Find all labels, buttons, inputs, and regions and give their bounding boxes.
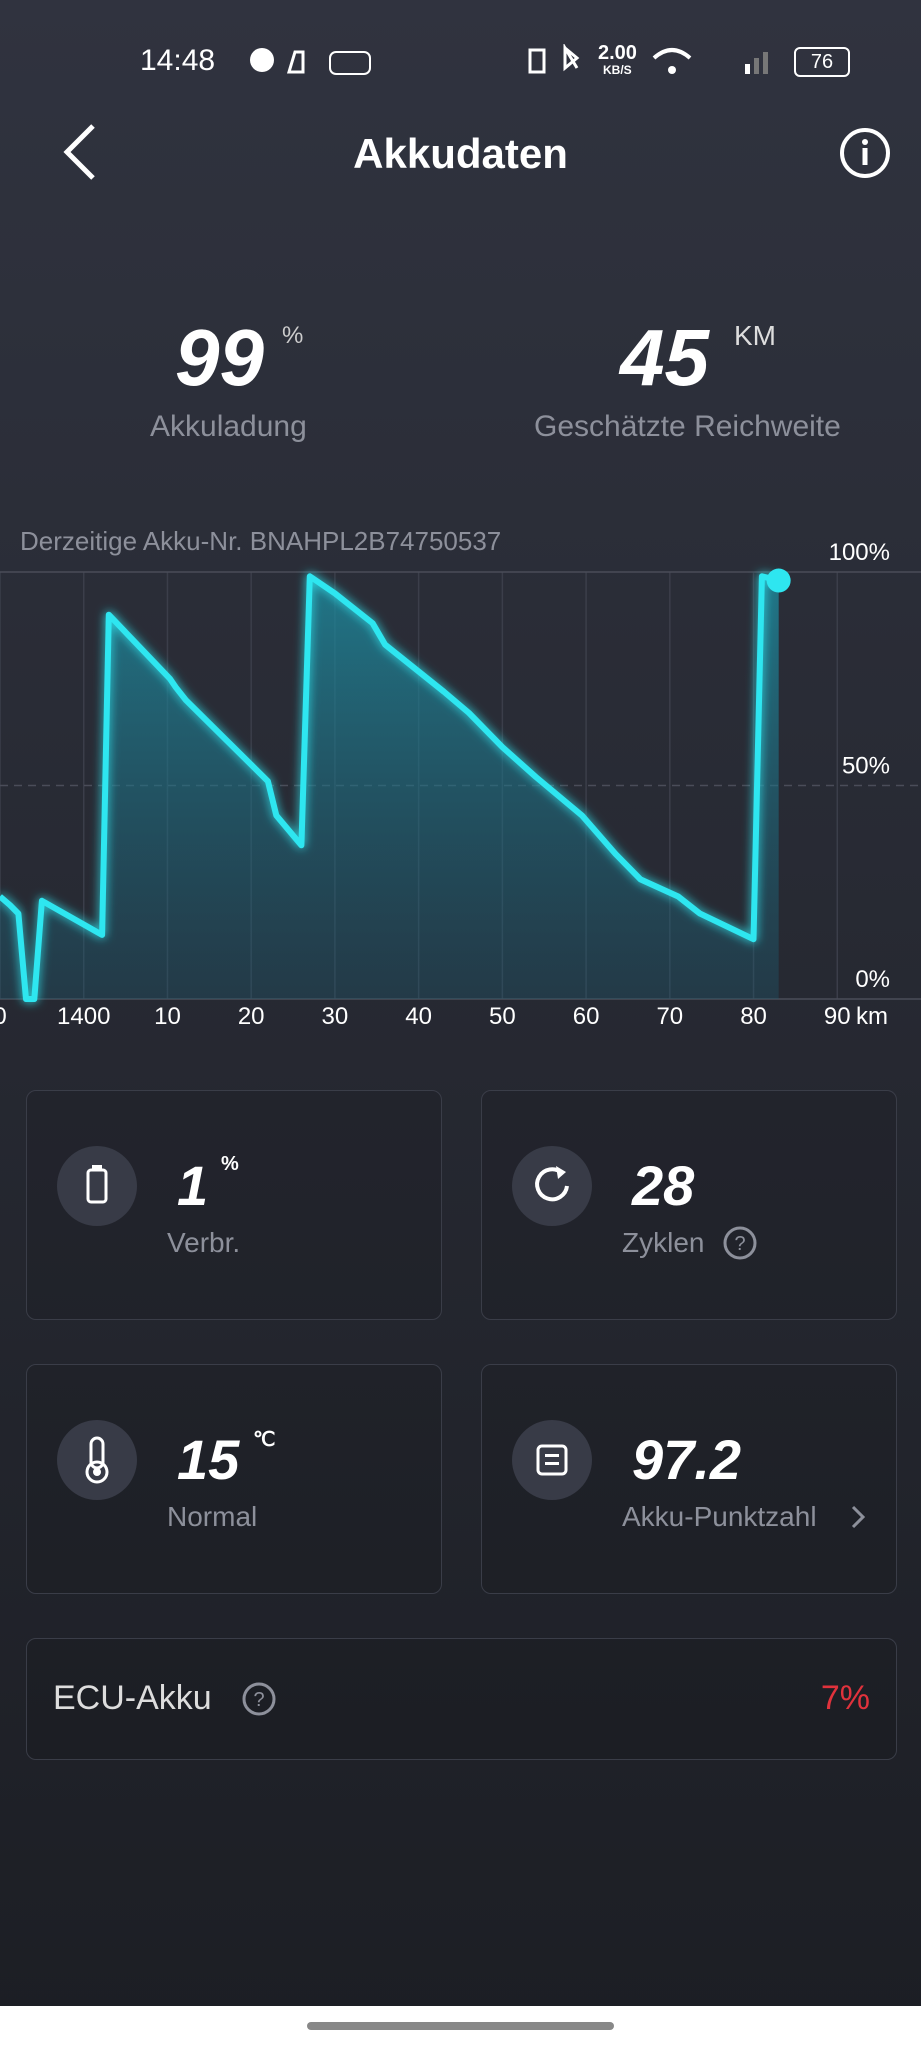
net-speed-unit: KB/S	[603, 63, 632, 77]
ecu-value: 7%	[820, 1679, 870, 1717]
end-point	[766, 568, 791, 593]
y-tick-label: 100%	[829, 539, 890, 566]
x-tick-label: 40	[405, 1003, 432, 1030]
x-tick-label: 0	[0, 1003, 7, 1030]
tile-unit: %	[221, 1153, 239, 1175]
tile-label: Normal	[167, 1501, 258, 1532]
x-tick-label: 1400	[57, 1003, 110, 1030]
charge-value: 99	[175, 313, 264, 402]
x-tick-label: 70	[656, 1003, 683, 1030]
help-icon[interactable]: ?	[722, 1223, 762, 1263]
range-value: 45	[620, 313, 709, 402]
tile-value: 1	[177, 1154, 209, 1217]
info-button[interactable]	[838, 126, 892, 180]
x-tick-label: 90	[824, 1003, 851, 1030]
x-tick-label: 50	[489, 1003, 516, 1030]
page-title: Akkudaten	[353, 130, 568, 177]
svg-text:?: ?	[734, 1233, 745, 1255]
status-icons-2	[528, 44, 580, 74]
svg-text:?: ?	[253, 1689, 264, 1711]
ecu-row: ECU-Akku ? 7%	[26, 1638, 897, 1760]
charge-label: Akkuladung	[150, 410, 307, 443]
y-tick-label: 0%	[855, 966, 890, 993]
net-speed: 2.00	[598, 42, 637, 64]
nav-bar	[0, 2006, 921, 2048]
line	[0, 573, 780, 1002]
x-axis-label: km	[856, 1003, 888, 1030]
tile-value: 97.2	[632, 1428, 741, 1491]
back-button[interactable]	[55, 122, 105, 182]
range-label: Geschätzte Reichweite	[534, 410, 841, 443]
tile-unit: ℃	[253, 1429, 276, 1451]
tile-label: Zyklen	[622, 1227, 705, 1258]
battery: 76	[794, 47, 850, 77]
status-icons	[250, 48, 371, 75]
x-tick-label: 80	[740, 1003, 767, 1030]
tile-consumption: 1 % Verbr.	[26, 1090, 442, 1320]
time: 14:48	[140, 44, 216, 77]
area	[0, 576, 779, 999]
ecu-label: ECU-Akku	[53, 1679, 212, 1717]
tile-temperature: 15 ℃ Normal	[26, 1364, 442, 1594]
range-unit: KM	[734, 320, 776, 351]
help-icon[interactable]: ?	[241, 1679, 281, 1719]
tile-label: Verbr.	[167, 1227, 241, 1258]
tile-value: 28	[632, 1154, 695, 1217]
battery-id: Derzeitige Akku-Nr. BNAHPL2B74750537	[20, 526, 502, 556]
signal-icons	[652, 48, 768, 74]
tile-value: 15	[177, 1428, 240, 1491]
chevron	[851, 1505, 866, 1529]
x-tick-label: 10	[154, 1003, 181, 1030]
charge-unit: %	[282, 322, 304, 349]
x-tick-label: 20	[238, 1003, 265, 1030]
tile-score[interactable]: 97.2 Akku-Punktzahl	[481, 1364, 897, 1594]
tile-cycles: 28 Zyklen ?	[481, 1090, 897, 1320]
x-tick-label: 60	[573, 1003, 600, 1030]
tile-label: Akku-Punktzahl	[622, 1501, 817, 1532]
y-tick-label: 50%	[842, 753, 890, 780]
home-handle[interactable]	[307, 2022, 614, 2030]
x-tick-label: 30	[322, 1003, 349, 1030]
